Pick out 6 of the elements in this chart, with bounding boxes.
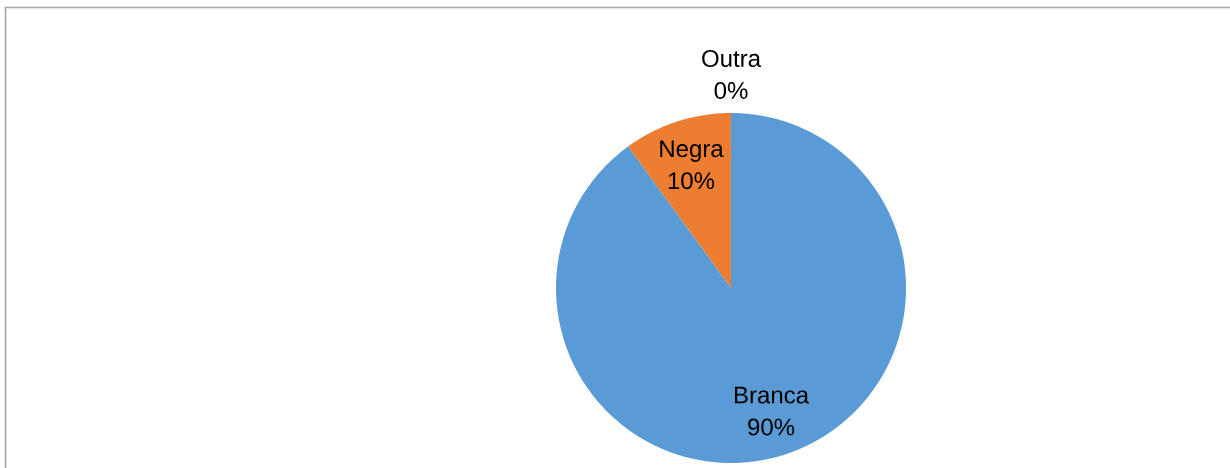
text: 0%: [714, 82, 748, 99]
slice-label: Branca: [734, 386, 810, 404]
data-label: 90%: [748, 418, 795, 436]
category-label: Outra: [702, 50, 762, 67]
data-label: 10%: [668, 172, 715, 190]
slice-label: Negra: [660, 140, 724, 162]
